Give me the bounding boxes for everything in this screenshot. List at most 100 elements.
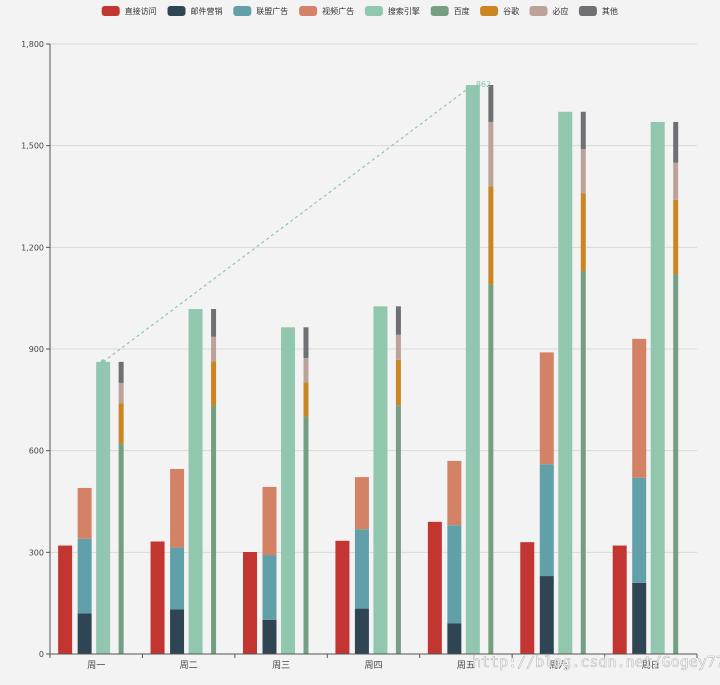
- bar-百度-周一[interactable]: [118, 443, 124, 654]
- bar-谷歌-周二[interactable]: [211, 361, 217, 406]
- bar-其他-周日[interactable]: [673, 121, 679, 163]
- bar-邮件营销-周五[interactable]: [447, 623, 462, 655]
- bar-联盟广告-周四[interactable]: [354, 529, 369, 609]
- bar-联盟广告-周六[interactable]: [539, 464, 554, 577]
- legend-swatch: [364, 6, 383, 16]
- bar-谷歌-周五[interactable]: [488, 186, 494, 285]
- bar-邮件营销-周二[interactable]: [170, 609, 185, 654]
- legend-item-百度[interactable]: 百度: [430, 6, 470, 16]
- bar-视频广告-周四[interactable]: [354, 477, 369, 530]
- bar-视频广告-周一[interactable]: [77, 487, 92, 539]
- bar-百度-周三[interactable]: [303, 416, 309, 654]
- bar-谷歌-周三[interactable]: [303, 382, 309, 417]
- legend-swatch: [529, 6, 548, 16]
- bar-其他-周二[interactable]: [211, 309, 217, 337]
- bar-联盟广告-周二[interactable]: [170, 547, 185, 610]
- legend-swatch: [430, 6, 449, 16]
- bar-邮件营销-周三[interactable]: [262, 619, 277, 654]
- bar-必应-周一[interactable]: [118, 382, 124, 404]
- bar-谷歌-周四[interactable]: [395, 359, 401, 406]
- y-tick-label: 300: [29, 548, 44, 557]
- bar-直接访问-周日[interactable]: [612, 545, 627, 654]
- legend-label: 其他: [602, 6, 618, 16]
- bar-邮件营销-周四[interactable]: [354, 608, 369, 654]
- legend-item-直接访问[interactable]: 直接访问: [101, 6, 157, 16]
- markline-start-dot: [100, 359, 106, 365]
- bar-联盟广告-周三[interactable]: [262, 555, 277, 620]
- legend-label: 直接访问: [125, 6, 157, 16]
- bar-必应-周二[interactable]: [211, 336, 217, 362]
- bar-搜索引擎-周日[interactable]: [650, 121, 665, 654]
- bar-联盟广告-周五[interactable]: [447, 525, 462, 624]
- bar-直接访问-周三[interactable]: [242, 551, 257, 654]
- bar-其他-周四[interactable]: [395, 306, 401, 335]
- bar-搜索引擎-周五[interactable]: [465, 85, 480, 654]
- bar-百度-周二[interactable]: [211, 405, 217, 654]
- bar-必应-周三[interactable]: [303, 358, 309, 383]
- bar-其他-周一[interactable]: [118, 361, 124, 383]
- bar-百度-周六[interactable]: [580, 271, 586, 654]
- bar-其他-周六[interactable]: [580, 111, 586, 150]
- y-tick-label: 1,800: [21, 40, 44, 49]
- bar-直接访问-周六[interactable]: [520, 542, 535, 654]
- x-tick-label: 周三: [272, 660, 290, 671]
- bar-百度-周五[interactable]: [488, 284, 494, 654]
- chart-legend[interactable]: 直接访问 邮件营销 联盟广告 视频广告 搜索引擎 百度 谷歌 必应 其他: [101, 6, 618, 16]
- y-tick-label: 900: [29, 345, 44, 354]
- legend-label: 视频广告: [322, 6, 354, 16]
- bar-搜索引擎-周四[interactable]: [373, 306, 388, 654]
- markline-label: 862: [476, 80, 491, 89]
- legend-label: 百度: [454, 6, 470, 16]
- legend-label: 联盟广告: [256, 6, 288, 16]
- x-tick-label: 周五: [457, 660, 475, 671]
- bar-邮件营销-周一[interactable]: [77, 613, 92, 654]
- bar-邮件营销-周六[interactable]: [539, 576, 554, 654]
- legend-item-必应[interactable]: 必应: [529, 6, 569, 16]
- bar-视频广告-周五[interactable]: [447, 460, 462, 526]
- bar-谷歌-周六[interactable]: [580, 193, 586, 272]
- legend-item-其他[interactable]: 其他: [578, 6, 618, 16]
- bar-必应-周五[interactable]: [488, 121, 494, 187]
- bar-直接访问-周五[interactable]: [427, 521, 442, 654]
- bar-直接访问-周四[interactable]: [335, 540, 350, 654]
- bar-必应-周日[interactable]: [673, 162, 679, 200]
- legend-label: 邮件营销: [191, 6, 223, 16]
- legend-swatch: [101, 6, 120, 16]
- bar-直接访问-周一[interactable]: [58, 545, 73, 654]
- chart-bars: [58, 85, 679, 655]
- legend-item-邮件营销[interactable]: 邮件营销: [167, 6, 223, 16]
- x-tick-label: 周四: [364, 660, 382, 671]
- legend-item-视频广告[interactable]: 视频广告: [299, 6, 354, 16]
- bar-直接访问-周二[interactable]: [150, 541, 165, 654]
- bar-视频广告-周六[interactable]: [539, 352, 554, 465]
- bar-百度-周四[interactable]: [395, 405, 401, 654]
- bar-视频广告-周二[interactable]: [170, 468, 185, 548]
- y-tick-label: 1,500: [21, 142, 44, 151]
- bar-视频广告-周日[interactable]: [632, 338, 647, 478]
- chart-axes: 0 300 600 900 1,200 1,500 1,800 周一 周二 周三 周四 周五 周六 周日: [21, 40, 698, 671]
- bar-搜索引擎-周六[interactable]: [558, 111, 573, 655]
- bar-必应-周四[interactable]: [395, 334, 401, 360]
- legend-item-搜索引擎[interactable]: 搜索引擎: [364, 6, 420, 16]
- bar-联盟广告-周一[interactable]: [77, 538, 92, 614]
- bar-谷歌-周日[interactable]: [673, 199, 679, 275]
- bar-其他-周五[interactable]: [488, 85, 494, 122]
- bar-搜索引擎-周二[interactable]: [188, 309, 203, 654]
- bar-谷歌-周一[interactable]: [118, 403, 124, 444]
- bar-联盟广告-周日[interactable]: [632, 477, 647, 583]
- x-tick-label: 周二: [180, 660, 198, 671]
- bar-百度-周日[interactable]: [673, 274, 679, 654]
- legend-item-谷歌[interactable]: 谷歌: [480, 6, 519, 16]
- bar-视频广告-周三[interactable]: [262, 486, 277, 556]
- bar-搜索引擎-周一[interactable]: [96, 361, 111, 654]
- y-tick-label: 1,200: [21, 243, 44, 252]
- watermark-text: http://blog.csdn.net/Gogey77: [472, 653, 720, 671]
- bar-搜索引擎-周三[interactable]: [280, 327, 295, 654]
- bar-邮件营销-周日[interactable]: [632, 582, 647, 654]
- legend-swatch: [480, 6, 499, 16]
- x-tick-label: 周六: [549, 659, 567, 671]
- bar-其他-周三[interactable]: [303, 327, 309, 359]
- legend-item-联盟广告[interactable]: 联盟广告: [233, 6, 288, 16]
- bar-必应-周六[interactable]: [580, 149, 586, 194]
